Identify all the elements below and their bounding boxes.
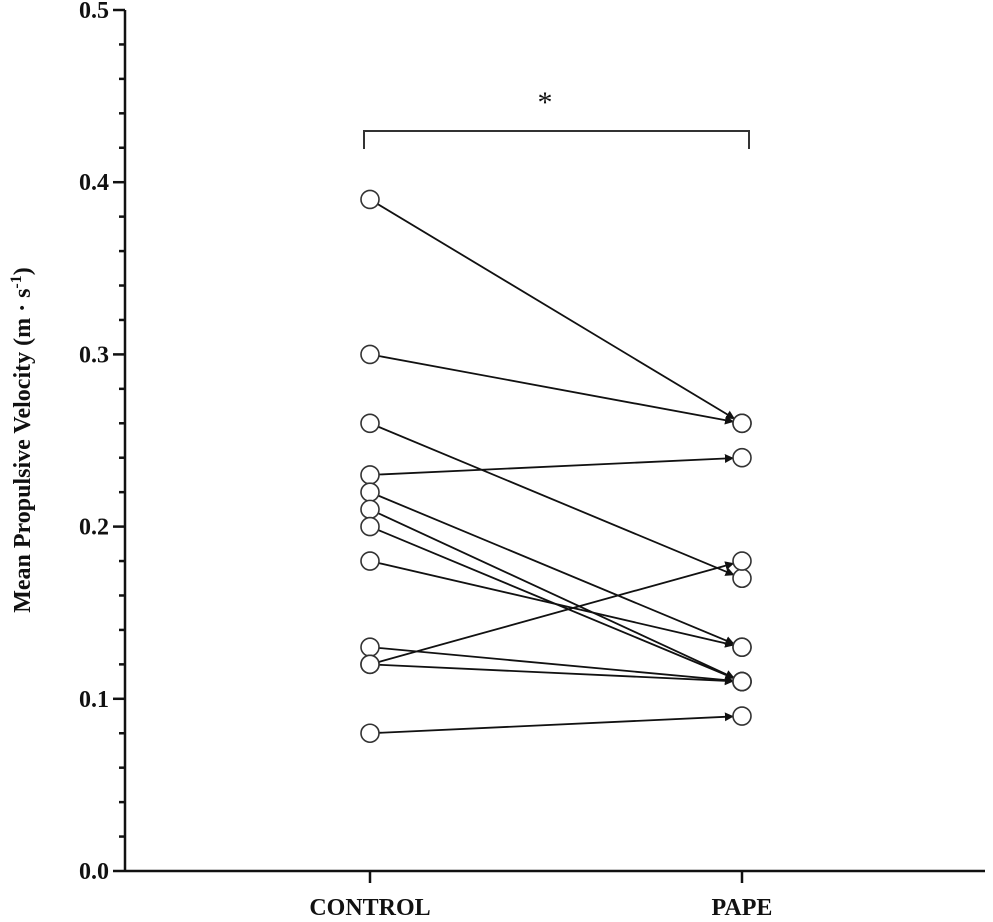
x-tick-label: CONTROL [309, 895, 430, 917]
axes: 0.0 0.1 0.2 0.3 0.4 0.5 CONTROL PAPE [79, 0, 985, 921]
y-axis-label-close: ) [10, 267, 36, 275]
pape-point [732, 447, 752, 468]
significance-bracket [363, 130, 750, 149]
paired-line [377, 425, 735, 576]
paired-line [378, 663, 734, 686]
y-tick-label: 0.1 [79, 687, 109, 713]
paired-lines [377, 203, 736, 734]
pape-point [732, 671, 752, 692]
paired-line [378, 561, 735, 663]
paired-line [378, 355, 735, 425]
control-point [360, 499, 380, 520]
y-axis-label-main: Mean Propulsive Velocity (m · s [10, 289, 36, 613]
y-tick-label: 0.3 [79, 342, 109, 368]
paired-line [378, 712, 734, 734]
paired-line [377, 512, 735, 679]
y-tick-label: 0.2 [79, 515, 109, 541]
control-point [360, 551, 380, 571]
control-point [360, 654, 380, 675]
paired-line [377, 203, 736, 420]
y-tick-label: 0.4 [79, 170, 109, 196]
y-tick-label: 0.5 [79, 0, 109, 24]
control-point [360, 723, 380, 744]
paired-line [378, 562, 735, 648]
pape-point [732, 568, 752, 589]
control-point [360, 516, 380, 537]
paired-line [378, 454, 734, 476]
x-tick-label: PAPE [712, 895, 773, 917]
pape-point [732, 413, 752, 434]
paired-line [378, 647, 734, 685]
control-point [360, 465, 380, 485]
control-point [360, 344, 380, 365]
pape-point [732, 637, 752, 657]
control-point [360, 413, 380, 434]
y-axis-label-superscript: -1 [8, 275, 25, 288]
significance-marker: * [538, 86, 553, 119]
data-points [360, 189, 752, 744]
control-point [360, 637, 380, 657]
paired-line [377, 494, 735, 645]
pape-point [732, 706, 752, 726]
y-tick-label: 0.0 [79, 859, 109, 885]
control-point [360, 189, 380, 210]
y-axis-label: Mean Propulsive Velocity (m · s-1) [8, 267, 36, 613]
control-point [360, 482, 380, 502]
pape-point [732, 551, 752, 571]
